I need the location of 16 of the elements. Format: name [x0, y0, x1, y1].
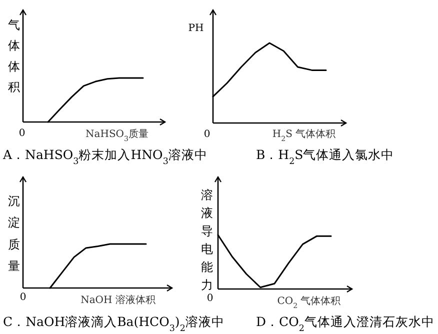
x-axis-title: CO$_{2}$ 气体体积 [277, 295, 341, 310]
y-axis-title: 溶液导电能力 [201, 188, 213, 292]
text: C．NaOH溶液滴入Ba(HCO$_{3}$)$_{2}$溶液中 [3, 314, 224, 334]
text: 0 [18, 128, 26, 139]
x-axis-title: NaHSO$_{3}$质量 [86, 128, 148, 143]
text: 0 [204, 129, 210, 140]
y-axis-title: PH [188, 23, 204, 34]
text: 0 [20, 292, 26, 303]
y-axis-title: 沉淀质量 [8, 194, 20, 274]
text: D．CO$_{2}$气体通入澄清石灰水中 [256, 314, 434, 334]
y-axis-title: 气体体积 [8, 18, 20, 94]
x-axis-title: H$_{2}$S 气体体积 [272, 128, 336, 143]
text: B．H$_{2}$S气体通入氯水中 [256, 147, 394, 167]
text: 0 [206, 293, 214, 304]
x-axis-title: NaOH 溶液体积 [80, 294, 156, 306]
text: A．NaHSO$_{3}$粉末加入HNO$_{3}$溶液中 [2, 147, 208, 167]
